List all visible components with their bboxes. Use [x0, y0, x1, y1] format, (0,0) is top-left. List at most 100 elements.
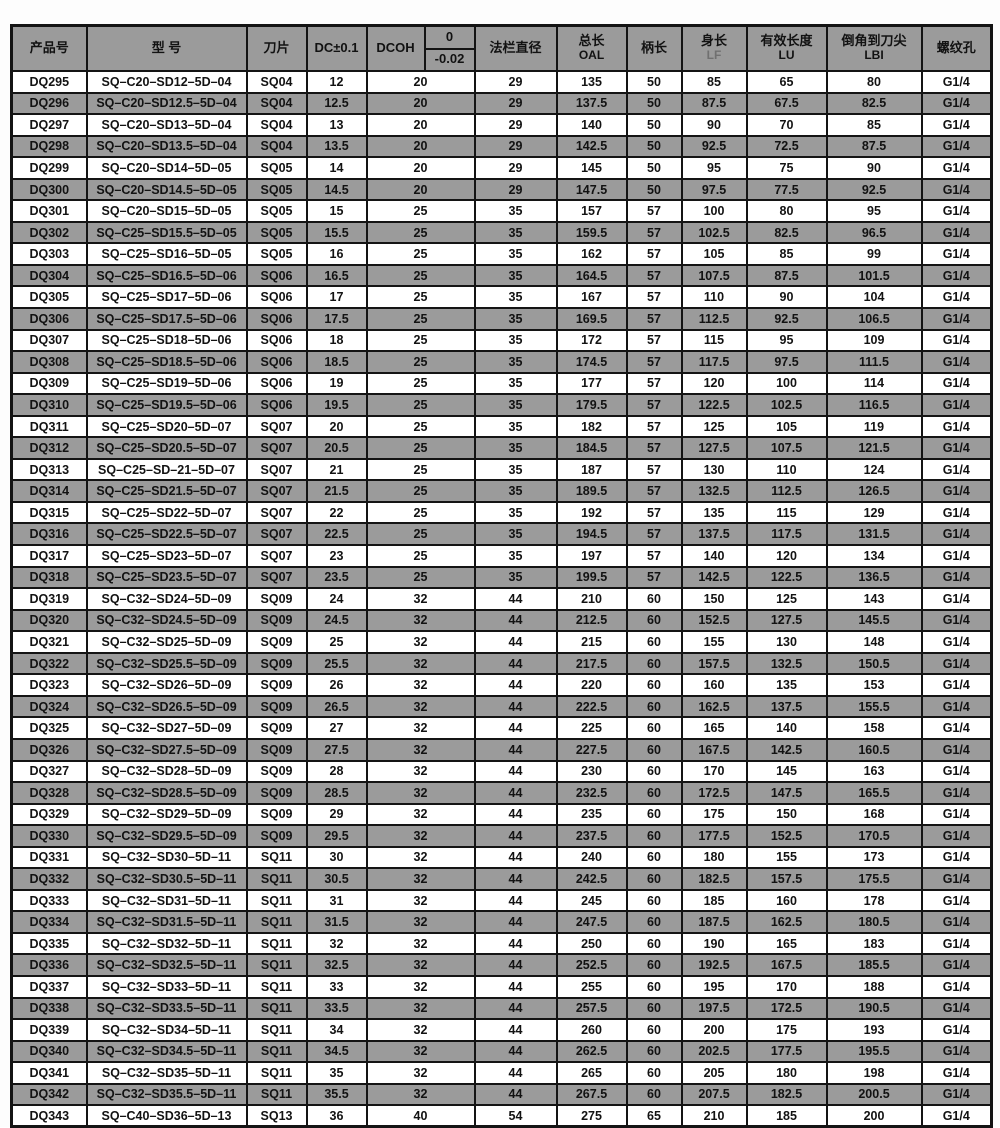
table-row: DQ295 SQ–C20–SD12–5D–04 SQ04 12 20 29 135 50 85 6…	[10, 70, 993, 94]
cell-dc: 16.5	[305, 263, 368, 288]
cell-dc: 25	[305, 630, 368, 654]
table-row: DQ312 SQ–C25–SD20.5–5D–07 SQ07 20.5 25 35 184.…	[10, 436, 993, 460]
cell-lu: 130	[745, 630, 828, 654]
cell-thread-hole: G1/4	[920, 350, 993, 374]
cell-flange-diameter: 35	[473, 393, 558, 417]
cell-blade: SQ09	[245, 737, 308, 762]
cell-shank-length: 57	[625, 436, 683, 460]
cell-thread-hole: G1/4	[920, 371, 993, 396]
cell-shank-length: 60	[625, 737, 683, 762]
cell-flange-diameter: 44	[473, 910, 558, 934]
cell-lu: 127.5	[745, 608, 828, 633]
cell-lbi: 163	[825, 759, 923, 784]
tolerance-lower-value: -0.02	[434, 51, 465, 67]
cell-lu: 147.5	[745, 781, 828, 805]
cell-blade: SQ09	[245, 608, 308, 633]
cell-blade: SQ11	[245, 867, 308, 891]
cell-oal: 182	[555, 414, 628, 439]
tolerance-stack: 0 -0.02	[426, 27, 473, 69]
cell-dcoh: 32	[365, 931, 476, 956]
cell-flange-diameter: 35	[473, 328, 558, 353]
table-row: DQ336 SQ–C32–SD32.5–5D–11 SQ11 32.5 32 44 252.…	[10, 953, 993, 977]
cell-blade: SQ11	[245, 845, 308, 870]
cell-dc: 31.5	[305, 910, 368, 934]
cell-dcoh: 25	[365, 285, 476, 309]
cell-oal: 262.5	[555, 1039, 628, 1064]
col-header-model: 型 号	[85, 24, 248, 72]
cell-flange-diameter: 29	[473, 113, 558, 137]
table-row: DQ325 SQ–C32–SD27–5D–09 SQ09 27 32 44 225 60 165…	[10, 716, 993, 740]
col-header-dcoh-tolerance: 0 -0.02	[423, 24, 476, 72]
cell-oal: 225	[555, 716, 628, 740]
table-row: DQ332 SQ–C32–SD30.5–5D–11 SQ11 30.5 32 44 242.…	[10, 867, 993, 891]
cell-model: SQ–C32–SD35.5–5D–11	[85, 1082, 248, 1107]
cell-lu: 90	[745, 285, 828, 309]
cell-thread-hole: G1/4	[920, 220, 993, 245]
cell-product-no: DQ325	[10, 716, 88, 740]
cell-lbi: 109	[825, 328, 923, 353]
cell-dcoh: 25	[365, 220, 476, 245]
cell-dcoh: 32	[365, 759, 476, 784]
cell-flange-diameter: 35	[473, 199, 558, 223]
cell-lu: 72.5	[745, 134, 828, 159]
cell-thread-hole: G1/4	[920, 737, 993, 762]
cell-blade: SQ07	[245, 522, 308, 547]
cell-model: SQ–C32–SD33–5D–11	[85, 974, 248, 999]
cell-dcoh: 32	[365, 1061, 476, 1085]
table-row: DQ338 SQ–C32–SD33.5–5D–11 SQ11 33.5 32 44 257.…	[10, 996, 993, 1021]
cell-product-no: DQ313	[10, 457, 88, 482]
cell-lbi: 95	[825, 199, 923, 223]
cell-lf: 140	[680, 544, 748, 568]
cell-lf: 187.5	[680, 910, 748, 934]
cell-flange-diameter: 44	[473, 673, 558, 697]
cell-lbi: 124	[825, 457, 923, 482]
cell-lu: 102.5	[745, 393, 828, 417]
cell-dcoh: 32	[365, 630, 476, 654]
cell-dc: 36	[305, 1104, 368, 1128]
cell-thread-hole: G1/4	[920, 630, 993, 654]
cell-oal: 220	[555, 673, 628, 697]
cell-thread-hole: G1/4	[920, 263, 993, 288]
cell-shank-length: 60	[625, 867, 683, 891]
cell-model: SQ–C32–SD24.5–5D–09	[85, 608, 248, 633]
cell-thread-hole: G1/4	[920, 781, 993, 805]
cell-thread-hole: G1/4	[920, 651, 993, 676]
cell-lbi: 145.5	[825, 608, 923, 633]
lf-en-label: LF	[706, 48, 722, 63]
cell-product-no: DQ336	[10, 953, 88, 977]
cell-product-no: DQ311	[10, 414, 88, 439]
cell-lf: 185	[680, 888, 748, 913]
cell-thread-hole: G1/4	[920, 328, 993, 353]
cell-lf: 165	[680, 716, 748, 740]
cell-lf: 180	[680, 845, 748, 870]
cell-lu: 137.5	[745, 694, 828, 719]
cell-product-no: DQ317	[10, 544, 88, 568]
table-row: DQ305 SQ–C25–SD17–5D–06 SQ06 17 25 35 167 57 110…	[10, 285, 993, 309]
table-row: DQ309 SQ–C25–SD19–5D–06 SQ06 19 25 35 177 57 120…	[10, 371, 993, 396]
cell-flange-diameter: 44	[473, 1039, 558, 1064]
table-row: DQ298 SQ–C20–SD13.5–5D–04 SQ04 13.5 20 29 142.…	[10, 134, 993, 159]
cell-lf: 182.5	[680, 867, 748, 891]
table-row: DQ319 SQ–C32–SD24–5D–09 SQ09 24 32 44 210 60 150…	[10, 587, 993, 611]
cell-dcoh: 25	[365, 522, 476, 547]
col-header-lbi: 倒角到刀尖 LBI	[825, 24, 923, 72]
cell-lu: 157.5	[745, 867, 828, 891]
cell-dcoh: 32	[365, 651, 476, 676]
cell-blade: SQ11	[245, 974, 308, 999]
cell-dc: 33	[305, 974, 368, 999]
cell-lbi: 119	[825, 414, 923, 439]
cell-model: SQ–C32–SD27.5–5D–09	[85, 737, 248, 762]
cell-oal: 177	[555, 371, 628, 396]
cell-product-no: DQ328	[10, 781, 88, 805]
cell-product-no: DQ326	[10, 737, 88, 762]
table-row: DQ337 SQ–C32–SD33–5D–11 SQ11 33 32 44 255 60 195…	[10, 974, 993, 999]
cell-dc: 14.5	[305, 177, 368, 202]
cell-lbi: 136.5	[825, 565, 923, 590]
cell-lbi: 87.5	[825, 134, 923, 159]
cell-oal: 212.5	[555, 608, 628, 633]
cell-flange-diameter: 44	[473, 867, 558, 891]
cell-dcoh: 32	[365, 845, 476, 870]
cell-lbi: 148	[825, 630, 923, 654]
cell-oal: 250	[555, 931, 628, 956]
cell-dc: 18.5	[305, 350, 368, 374]
